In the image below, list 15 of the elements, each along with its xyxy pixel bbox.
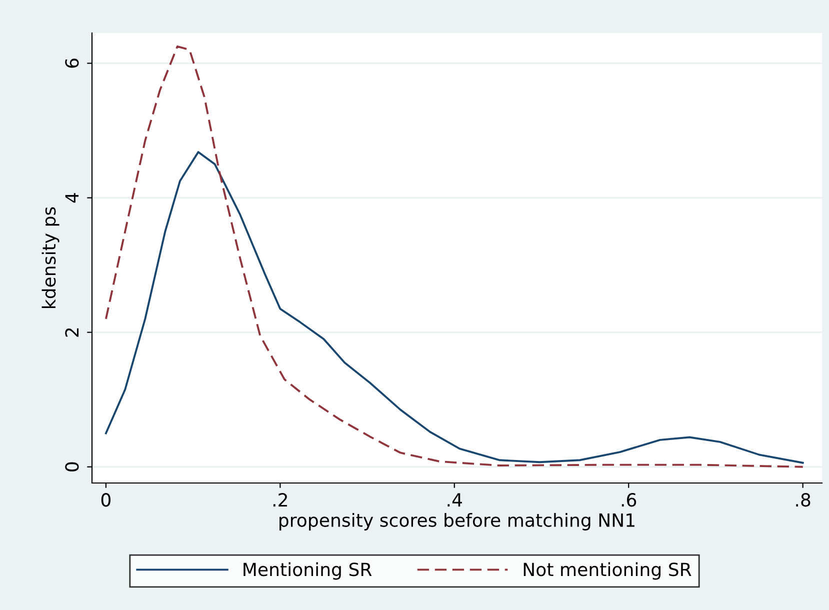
y-axis-title: kdensity ps bbox=[42, 207, 60, 308]
line-series bbox=[104, 45, 804, 468]
x-tick-label: .6 bbox=[622, 493, 636, 507]
y-tick-label: 4 bbox=[65, 193, 79, 203]
x-tick-label: .8 bbox=[796, 493, 810, 507]
legend-label: Mentioning SR bbox=[244, 562, 372, 580]
x-tick-label: 0 bbox=[101, 493, 110, 507]
x-axis-title: propensity scores before matching NN1 bbox=[280, 512, 634, 530]
legend-label: Not mentioning SR bbox=[524, 562, 692, 580]
y-tick-label: 0 bbox=[65, 462, 79, 472]
x-tick-label: .4 bbox=[448, 493, 462, 506]
x-tick-label: .2 bbox=[273, 493, 287, 506]
line-series bbox=[104, 151, 804, 464]
y-tick-label: 2 bbox=[65, 328, 79, 337]
y-tick-label: 6 bbox=[65, 58, 79, 68]
